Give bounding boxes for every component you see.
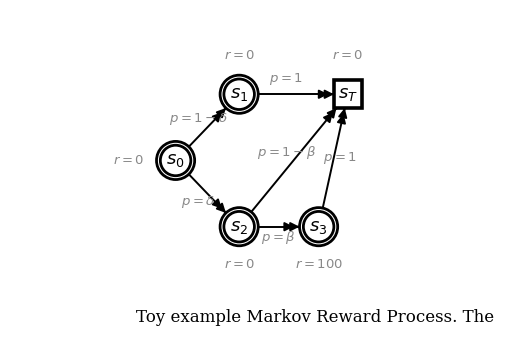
Text: $s_0$: $s_0$ — [166, 151, 185, 170]
Text: $s_2$: $s_2$ — [230, 218, 248, 236]
Text: $p=1$: $p=1$ — [323, 150, 357, 166]
FancyBboxPatch shape — [334, 80, 362, 108]
Text: Toy example Markov Reward Process. The: Toy example Markov Reward Process. The — [136, 309, 494, 326]
Text: $r=0$: $r=0$ — [113, 154, 144, 167]
Circle shape — [300, 208, 338, 246]
Circle shape — [220, 208, 258, 246]
Text: $r=0$: $r=0$ — [332, 50, 363, 63]
Text: $p=1-\delta$: $p=1-\delta$ — [169, 111, 228, 127]
Text: $p=\delta$: $p=\delta$ — [181, 194, 215, 209]
Circle shape — [156, 141, 195, 180]
Text: $p=1-\beta$: $p=1-\beta$ — [257, 144, 316, 161]
Text: $s_1$: $s_1$ — [230, 85, 248, 103]
Text: $r=0$: $r=0$ — [224, 50, 255, 63]
Text: $p=\beta$: $p=\beta$ — [261, 229, 296, 246]
Text: $s_3$: $s_3$ — [309, 218, 328, 236]
Text: $r=100$: $r=100$ — [295, 258, 343, 271]
Text: $p=1$: $p=1$ — [269, 71, 303, 87]
Text: $s_T$: $s_T$ — [338, 85, 358, 103]
Circle shape — [220, 75, 258, 113]
Text: $r=0$: $r=0$ — [224, 258, 255, 271]
